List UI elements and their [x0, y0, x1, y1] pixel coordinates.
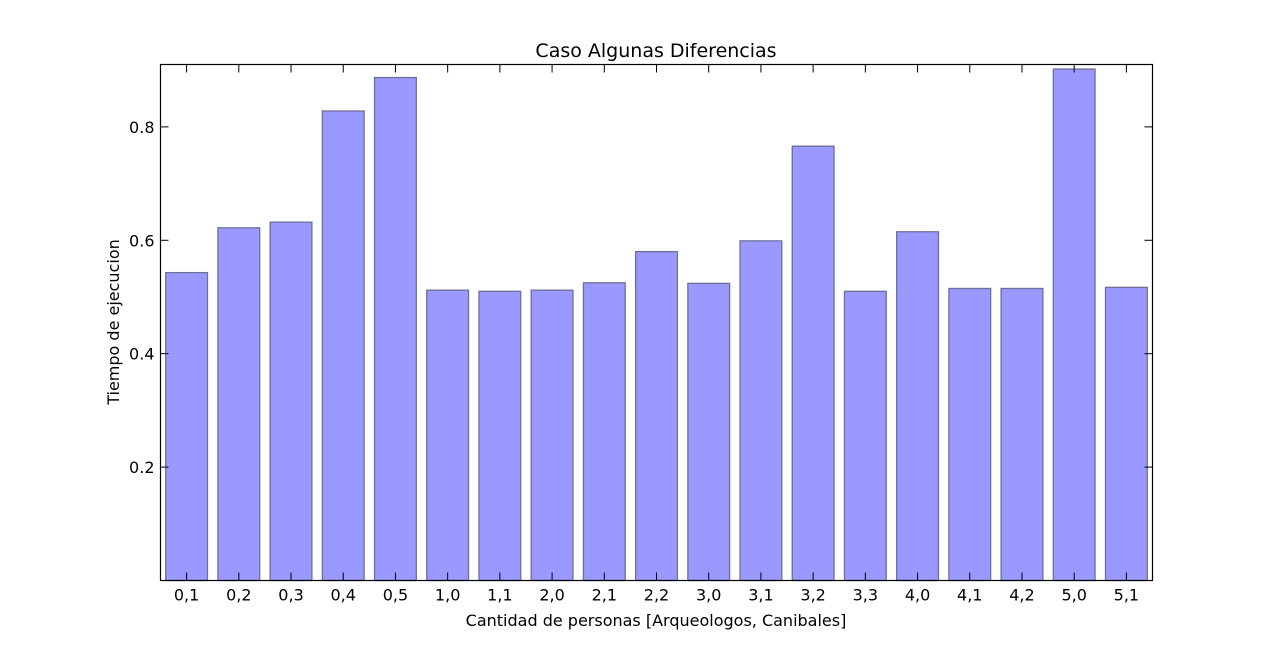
- x-tick-label: 2,2: [644, 586, 669, 605]
- y-tick-label: 0.4: [129, 345, 154, 364]
- bar-2-0: [530, 289, 574, 582]
- x-tick-label: 3,3: [853, 586, 878, 605]
- x-axis-label: Cantidad de personas [Arqueologos, Canib…: [466, 611, 847, 630]
- bar-3-0: [687, 282, 731, 582]
- bar-3-3: [843, 290, 887, 582]
- x-tick-label: 0,3: [278, 586, 303, 605]
- y-tick-label: 0.6: [129, 231, 154, 250]
- x-tick-label: 0,2: [226, 586, 251, 605]
- bar-1-0: [426, 289, 470, 582]
- x-tick-label: 3,0: [696, 586, 721, 605]
- x-tick-label: 4,1: [957, 586, 982, 605]
- y-axis: 0.2 0.4 0.6 0.8: [129, 118, 1153, 477]
- bar-3-2: [791, 145, 835, 582]
- bar-0-4: [321, 110, 365, 582]
- bar-4-2: [1000, 287, 1044, 582]
- bar-0-2: [217, 227, 261, 582]
- bar-0-3: [269, 221, 313, 582]
- x-tick-label: 1,1: [487, 586, 512, 605]
- bar-4-0: [896, 231, 940, 582]
- bar-2-2: [634, 250, 679, 582]
- x-tick-label: 0,4: [331, 586, 356, 605]
- x-tick-label: 1,0: [435, 586, 460, 605]
- x-tick-label: 5,0: [1061, 586, 1086, 605]
- chart-title: Caso Algunas Diferencias: [535, 40, 776, 62]
- x-tick-label: 0,1: [174, 586, 199, 605]
- x-tick-label: 4,2: [1009, 586, 1034, 605]
- bar-3-1: [739, 240, 783, 582]
- x-tick-label: 5,1: [1114, 586, 1139, 605]
- bar-5-0: [1052, 68, 1096, 582]
- y-axis-label: Tiempo de ejecucion: [104, 239, 123, 406]
- bar-0-5: [373, 76, 417, 582]
- y-tick-label: 0.2: [129, 458, 154, 477]
- bar-5-1: [1104, 286, 1148, 582]
- bar-4-1: [948, 287, 992, 582]
- x-tick-label: 2,0: [539, 586, 564, 605]
- y-tick-label: 0.8: [129, 118, 154, 137]
- x-axis: 0,1 0,2 0,3 0,4 0,5 1,0 1,1 2,0 2,1 2,2 3,0 3,1 3,2 3…: [174, 64, 1139, 605]
- x-tick-label: 2,1: [592, 586, 617, 605]
- x-tick-label: 0,5: [383, 586, 408, 605]
- x-tick-label: 4,0: [905, 586, 930, 605]
- bars-layer: [165, 68, 1148, 582]
- bar-1-1: [478, 290, 522, 582]
- x-tick-label: 3,2: [800, 586, 825, 605]
- bar-2-1: [582, 282, 626, 582]
- bar-0-1: [165, 271, 209, 582]
- x-tick-label: 3,1: [748, 586, 773, 605]
